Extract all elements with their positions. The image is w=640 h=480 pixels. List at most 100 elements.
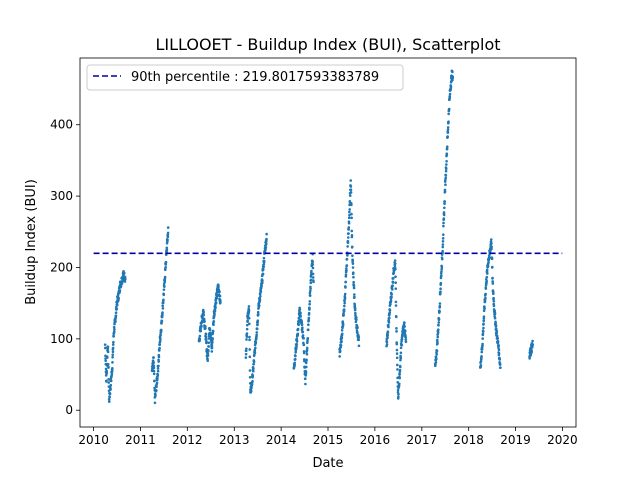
data-point xyxy=(437,317,441,321)
data-point xyxy=(394,287,398,290)
data-point xyxy=(257,304,261,308)
data-point xyxy=(115,307,119,311)
data-point xyxy=(446,128,450,131)
data-point xyxy=(348,208,351,211)
x-tick-label: 2012 xyxy=(172,433,203,447)
data-point xyxy=(492,296,495,300)
data-point xyxy=(153,386,156,390)
data-point xyxy=(435,353,439,356)
data-point xyxy=(152,361,155,364)
data-point xyxy=(200,325,203,328)
data-point xyxy=(111,353,115,356)
data-point xyxy=(153,379,156,383)
data-point xyxy=(157,364,160,368)
data-point xyxy=(112,340,115,344)
data-point xyxy=(348,210,351,214)
data-point xyxy=(110,375,113,379)
data-point xyxy=(207,345,210,348)
data-point xyxy=(482,322,485,326)
data-point xyxy=(338,350,342,353)
data-point xyxy=(106,363,110,366)
data-point xyxy=(205,340,208,343)
data-point xyxy=(388,309,392,312)
data-point xyxy=(484,287,488,290)
data-point xyxy=(341,322,345,326)
data-point xyxy=(479,359,483,363)
data-point xyxy=(441,243,445,246)
data-point xyxy=(301,334,305,337)
data-point xyxy=(344,286,347,289)
data-point xyxy=(485,268,489,272)
data-point xyxy=(258,298,262,301)
data-point xyxy=(436,335,440,339)
data-point xyxy=(350,245,354,249)
data-point xyxy=(394,300,398,304)
data-point xyxy=(311,260,314,263)
data-point xyxy=(166,226,170,229)
data-point xyxy=(255,331,259,334)
data-point xyxy=(311,276,315,279)
data-point xyxy=(442,221,445,225)
data-point xyxy=(482,309,486,313)
data-point xyxy=(198,334,202,338)
data-point xyxy=(531,339,534,343)
data-point xyxy=(107,381,111,384)
data-point xyxy=(497,352,501,355)
data-point xyxy=(346,245,349,248)
data-point xyxy=(302,351,306,355)
data-point xyxy=(160,320,164,323)
data-point xyxy=(307,319,311,322)
data-point xyxy=(443,200,446,203)
data-point xyxy=(398,365,402,369)
data-point xyxy=(206,354,210,357)
data-point xyxy=(108,395,111,399)
data-point xyxy=(303,359,306,363)
data-point xyxy=(434,363,437,366)
data-point xyxy=(444,174,448,177)
data-point xyxy=(152,372,156,376)
data-point xyxy=(307,316,311,320)
data-point xyxy=(497,348,501,352)
data-point xyxy=(256,322,259,326)
data-point xyxy=(157,355,161,359)
data-point xyxy=(444,176,448,180)
data-point xyxy=(387,321,391,324)
data-point xyxy=(104,367,108,371)
data-point xyxy=(479,364,483,367)
data-point xyxy=(208,328,212,332)
data-point xyxy=(391,284,394,287)
data-point xyxy=(398,376,402,380)
data-point xyxy=(249,389,253,393)
data-point xyxy=(306,337,310,340)
data-point xyxy=(244,352,248,356)
data-point xyxy=(156,367,160,370)
data-point xyxy=(389,299,393,302)
data-point xyxy=(111,350,115,354)
data-point xyxy=(198,337,202,341)
data-point xyxy=(349,188,353,191)
data-point xyxy=(164,260,168,264)
data-point xyxy=(311,266,315,270)
data-point xyxy=(301,330,305,334)
data-point xyxy=(387,319,391,322)
data-point xyxy=(112,335,115,338)
data-point xyxy=(157,360,160,363)
data-point xyxy=(446,135,449,138)
data-point xyxy=(156,377,159,380)
x-tick-label: 2010 xyxy=(78,433,109,447)
data-point xyxy=(484,292,487,296)
data-point xyxy=(496,340,500,343)
data-point xyxy=(248,369,252,372)
data-point xyxy=(108,392,112,396)
data-point xyxy=(404,336,407,339)
data-point xyxy=(388,311,392,314)
data-point xyxy=(107,398,111,401)
data-point xyxy=(353,307,357,310)
data-point xyxy=(305,358,308,362)
data-point xyxy=(115,303,119,307)
data-point xyxy=(158,348,161,352)
data-point xyxy=(394,275,397,278)
data-point xyxy=(106,356,109,359)
data-point xyxy=(441,240,445,243)
y-tick-label: 100 xyxy=(50,332,73,346)
